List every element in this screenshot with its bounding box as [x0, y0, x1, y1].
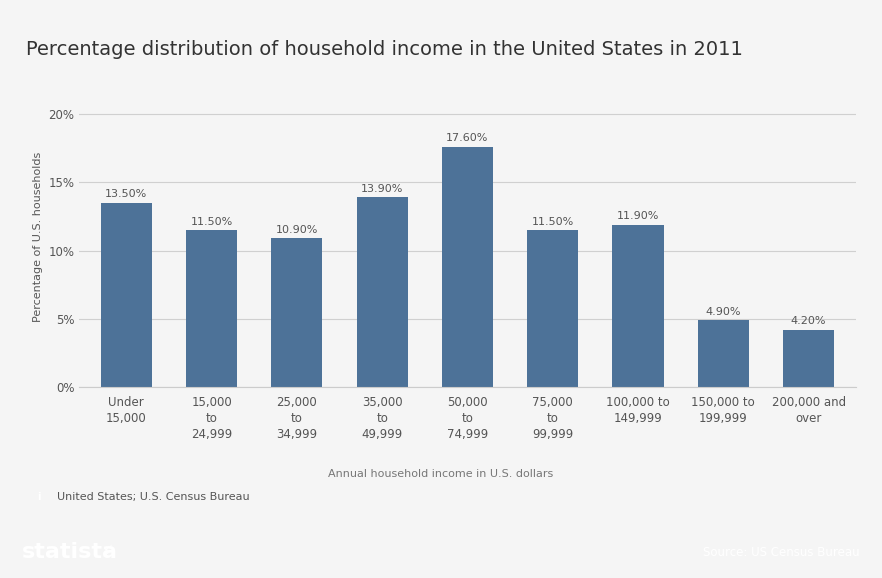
Text: 4.90%: 4.90%	[706, 307, 741, 317]
Text: 11.50%: 11.50%	[191, 217, 233, 227]
Y-axis label: Percentage of U.S. households: Percentage of U.S. households	[33, 152, 43, 322]
Text: ⚡: ⚡	[101, 543, 113, 561]
Text: 13.50%: 13.50%	[105, 190, 147, 199]
Text: 17.60%: 17.60%	[446, 134, 489, 143]
Text: United States; U.S. Census Bureau: United States; U.S. Census Bureau	[57, 492, 250, 502]
Bar	[101, 203, 152, 387]
Text: 13.90%: 13.90%	[361, 184, 403, 194]
Bar	[698, 320, 749, 387]
Text: i: i	[37, 492, 41, 502]
Text: Source: US Census Bureau: Source: US Census Bureau	[703, 546, 860, 558]
Bar	[356, 197, 407, 387]
Text: 4.20%: 4.20%	[791, 317, 826, 327]
Bar	[442, 147, 493, 387]
Text: Annual household income in U.S. dollars: Annual household income in U.S. dollars	[328, 469, 554, 479]
Bar	[272, 238, 323, 387]
Text: 11.90%: 11.90%	[617, 212, 659, 221]
Bar	[612, 225, 663, 387]
Text: statista: statista	[22, 542, 118, 562]
Text: 11.50%: 11.50%	[532, 217, 574, 227]
Text: 10.90%: 10.90%	[276, 225, 318, 235]
Text: Percentage distribution of household income in the United States in 2011: Percentage distribution of household inc…	[26, 40, 744, 60]
Bar	[527, 230, 579, 387]
Bar	[186, 230, 237, 387]
Bar	[783, 330, 834, 387]
